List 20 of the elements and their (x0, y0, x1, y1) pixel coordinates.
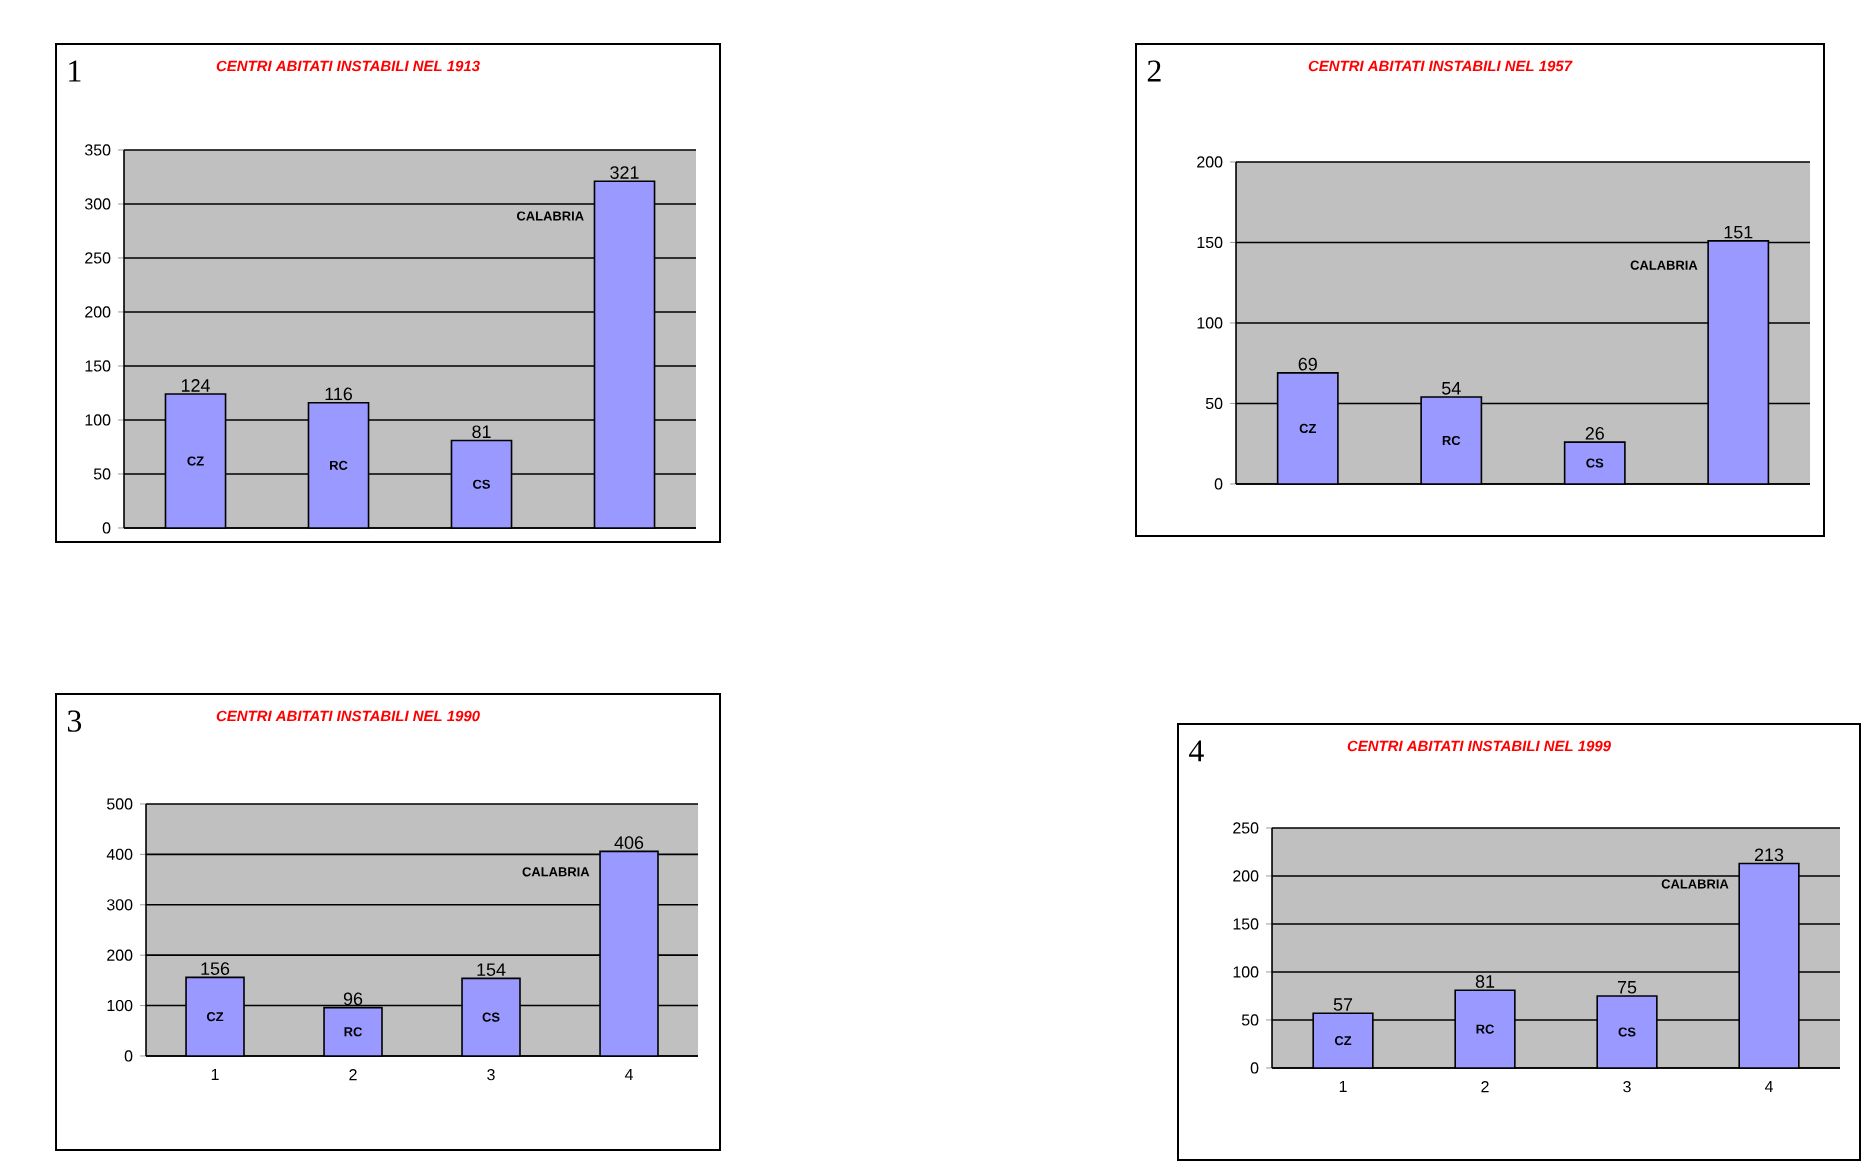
data-label: 321 (610, 166, 639, 179)
data-label: 116 (325, 387, 353, 401)
data-label: 96 (343, 992, 363, 1006)
data-label: 154 (477, 963, 506, 976)
data-label: 75 (1617, 981, 1637, 994)
text: 1 (69, 60, 81, 82)
data-label: 26 (1585, 427, 1604, 440)
data-label: 124 (181, 379, 210, 392)
data-label: 81 (1475, 975, 1495, 988)
text: 3 (67, 710, 82, 732)
data-label: 406 (614, 836, 644, 849)
data-label: 213 (1754, 848, 1784, 862)
data-label: 69 (1298, 357, 1317, 371)
data-label: 81 (472, 425, 491, 439)
data-label: 57 (1333, 998, 1353, 1011)
data-label: 54 (1442, 382, 1461, 395)
text: 4 (1189, 740, 1204, 762)
data-label: 156 (201, 962, 230, 975)
data-label: 151 (1724, 225, 1753, 239)
text: 2 (1147, 60, 1161, 82)
